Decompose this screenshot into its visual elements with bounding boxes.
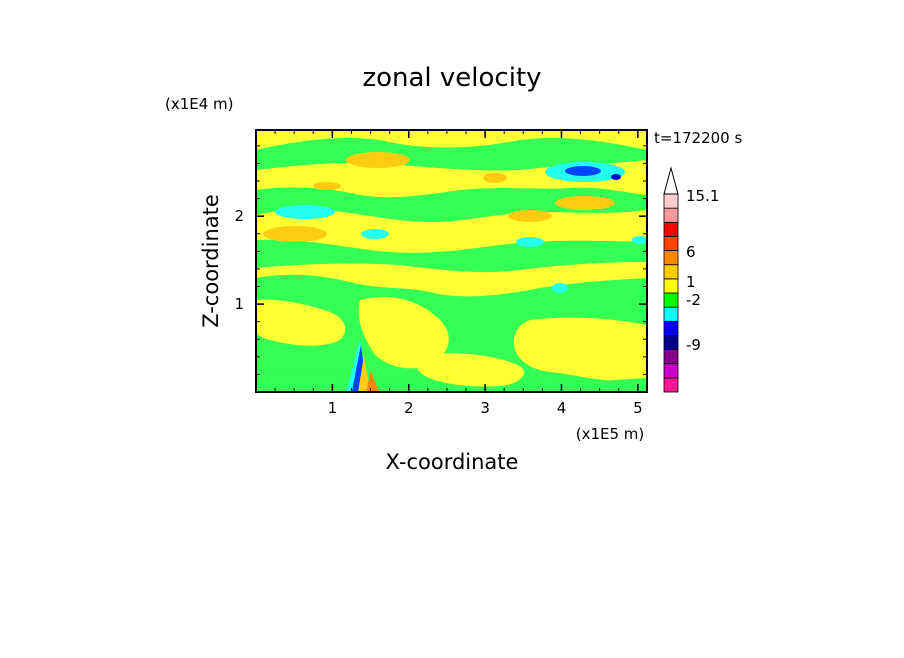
x-tick-label: 1 <box>328 399 338 417</box>
colorbar-segment <box>663 221 679 237</box>
time-label: t=172200 s <box>654 129 742 147</box>
x-tick-label: 5 <box>633 399 643 417</box>
x-axis-label: X-coordinate <box>386 450 519 474</box>
x-tick-label: 3 <box>480 399 490 417</box>
colorbar-label: 6 <box>686 243 696 261</box>
colorbar-label: -9 <box>686 336 701 354</box>
contour-region-cyan-1 <box>275 205 335 219</box>
contour-field <box>256 130 647 392</box>
chart-title: zonal velocity <box>362 63 541 93</box>
colorbar-segment <box>663 207 679 223</box>
colorbar-segment <box>663 292 679 308</box>
contour-region-cyan-5 <box>552 283 568 293</box>
y-axis-label: Z-coordinate <box>199 194 223 328</box>
contour-region-orange-1 <box>346 152 410 168</box>
contour-region-cyan-6 <box>632 236 647 244</box>
contour-region-yellow-2 <box>358 296 449 369</box>
contour-region-yellow-4 <box>415 353 524 387</box>
contour-region-cyan-3 <box>516 237 544 247</box>
contour-region-darkorange-jet <box>366 370 380 392</box>
contour-region-orange-3 <box>508 210 552 222</box>
colorbar-label: -2 <box>686 291 701 309</box>
contour-region-orange-6 <box>313 182 341 190</box>
colorbar-segment <box>663 377 679 393</box>
y-tick-label: 2 <box>234 207 244 225</box>
colorbar-label: 1 <box>686 273 696 291</box>
colorbar-segment <box>663 193 679 209</box>
colorbar-label: 15.1 <box>686 187 719 205</box>
y-unit-label: (x1E4 m) <box>165 95 234 113</box>
colorbar: 15.1 6 1-2 -9 <box>663 166 719 393</box>
contour-region-blue-1 <box>565 166 601 176</box>
x-axis: 1 2 3 4 5 <box>274 130 643 417</box>
contour-region-green-2 <box>256 187 647 222</box>
colorbar-segment <box>663 349 679 365</box>
colorbar-segment <box>663 306 679 322</box>
contour-region-orange-2 <box>263 226 327 242</box>
colorbar-segment <box>663 335 679 350</box>
x-tick-label: 4 <box>557 399 567 417</box>
colorbar-segment <box>663 363 679 379</box>
contour-region-green-3 <box>256 239 647 273</box>
contour-region-yellow-3 <box>513 317 647 382</box>
colorbar-segment <box>663 278 679 294</box>
contour-region-cyan-2 <box>361 229 389 239</box>
colorbar-segment <box>663 236 679 251</box>
plot-frame <box>255 129 648 393</box>
contour-region-yellow-1 <box>256 299 346 346</box>
contour-region-orange-5 <box>483 173 507 183</box>
x-tick-label: 2 <box>404 399 414 417</box>
contour-region-darkblue-1 <box>611 174 621 180</box>
colorbar-segment <box>663 264 679 280</box>
colorbar-segment <box>663 250 679 266</box>
x-unit-label: (x1E5 m) <box>576 425 645 443</box>
colorbar-segment <box>663 320 679 336</box>
colorbar-arrow <box>663 166 679 195</box>
y-axis: 12 <box>234 145 647 375</box>
y-tick-label: 1 <box>234 295 244 313</box>
contour-region-orange-4 <box>555 196 615 210</box>
